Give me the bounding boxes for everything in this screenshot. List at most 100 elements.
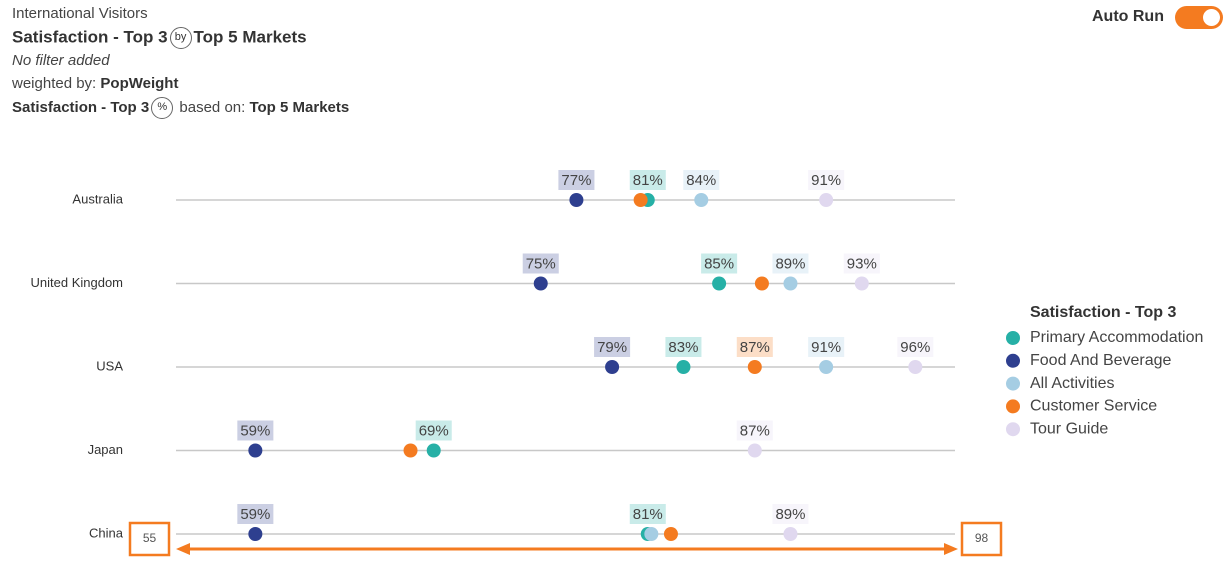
title: Satisfaction - Top 3 by Top 5 Markets [12, 27, 307, 49]
dot [747, 443, 762, 458]
arrow-head [176, 543, 190, 555]
legend-label: All Activities [1030, 375, 1114, 392]
dot [694, 193, 709, 207]
dot [403, 443, 418, 458]
value-label: 87% [740, 422, 770, 439]
label-bg [701, 253, 738, 274]
dot [644, 527, 659, 541]
category-label: Japan [88, 442, 123, 457]
filter: No filter added [12, 52, 110, 69]
dot [783, 527, 798, 541]
label-bg [629, 504, 666, 524]
value-label: 87% [740, 339, 770, 356]
label-bg [237, 504, 274, 524]
value-label: 96% [900, 339, 930, 356]
legend-marker [1006, 353, 1020, 368]
dot [754, 276, 769, 291]
source: International Visitors [12, 5, 148, 22]
value-label: 93% [847, 255, 877, 272]
value-label: 79% [597, 339, 627, 356]
category-label: China [89, 525, 124, 540]
label-bg [808, 337, 845, 357]
stat-measure: Satisfaction - Top 3 [12, 98, 150, 116]
value-label: 83% [668, 339, 698, 356]
banner: Top 5 Markets [193, 27, 307, 47]
label-bg [558, 170, 595, 190]
range-box [128, 521, 171, 557]
value-label: 59% [240, 506, 270, 523]
value-label: 59% [240, 422, 270, 439]
value-label: 91% [811, 172, 841, 189]
label-bg [736, 420, 773, 441]
dot [663, 527, 678, 541]
auto-run-toggle[interactable] [1175, 6, 1223, 29]
label-bg [683, 170, 720, 190]
based-label: based on: [179, 98, 246, 116]
dot [854, 276, 869, 291]
label-bg [594, 337, 631, 357]
based: Top 5 Markets [249, 98, 350, 116]
label-bg [629, 170, 666, 190]
measure: Satisfaction - Top 3 [12, 27, 168, 47]
value-label: 91% [811, 339, 841, 356]
dot [248, 527, 263, 541]
dot [533, 276, 548, 291]
dot [819, 360, 834, 374]
toggle-label: Auto Run [1092, 8, 1164, 25]
legend-label: Food And Beverage [1030, 352, 1172, 369]
legend-title: Satisfaction - Top 3 [1030, 304, 1176, 321]
range-label: 98 [975, 531, 989, 545]
label-bg [736, 337, 773, 357]
range-box [960, 521, 1003, 557]
value-label: 89% [775, 255, 805, 272]
value-label: 81% [633, 506, 663, 523]
pct-icon: % [151, 97, 174, 119]
value-label: 85% [704, 255, 734, 272]
label-bg [237, 420, 274, 441]
label-bg [522, 253, 559, 274]
legend-label: Customer Service [1030, 398, 1157, 415]
dot [569, 193, 584, 207]
dot [426, 443, 441, 458]
weight-label: weighted by: [12, 75, 97, 92]
value-label: 77% [561, 172, 591, 189]
arrow-head [944, 543, 958, 555]
dot [783, 276, 798, 291]
value-label: 75% [526, 255, 556, 272]
label-bg [843, 253, 880, 274]
weight: PopWeight [100, 75, 179, 92]
dot [676, 360, 691, 374]
label-bg [415, 420, 452, 441]
category-label: United Kingdom [31, 275, 124, 290]
legend-label: Tour Guide [1030, 420, 1108, 437]
dot [605, 360, 620, 374]
value-label: 89% [775, 506, 805, 523]
dot [747, 360, 762, 374]
value-label: 81% [633, 172, 663, 189]
toggle-knob [1203, 9, 1220, 26]
category-label: USA [96, 358, 123, 373]
value-label: 84% [686, 172, 716, 189]
dot [819, 193, 834, 207]
stat-line: Satisfaction - Top 3% based on: Top 5 Ma… [12, 97, 349, 119]
weight-line: weighted by: PopWeight [12, 75, 178, 92]
dot [712, 276, 727, 291]
label-bg [897, 337, 934, 357]
legend-label: Primary Accommodation [1030, 329, 1203, 346]
dot [633, 193, 648, 207]
label-bg [772, 253, 809, 274]
legend-marker [1006, 422, 1020, 437]
range-label: 55 [143, 531, 157, 545]
dot [908, 360, 923, 374]
legend-marker [1006, 399, 1020, 414]
value-label: 69% [419, 422, 449, 439]
label-bg [772, 504, 809, 524]
legend-marker [1006, 376, 1020, 391]
by-icon: by [169, 27, 192, 49]
category-label: Australia [72, 191, 123, 206]
legend-marker [1006, 331, 1020, 345]
label-bg [808, 170, 845, 190]
label-bg [665, 337, 702, 357]
